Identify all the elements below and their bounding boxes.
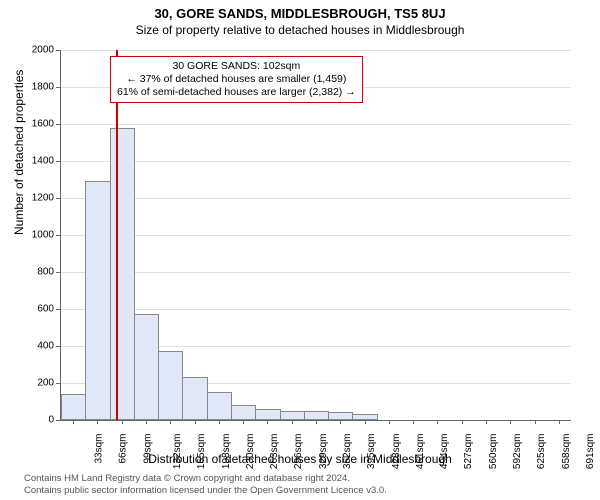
xtick-mark: [340, 420, 341, 424]
bar: [110, 128, 135, 420]
ytick-mark: [56, 383, 60, 384]
xtick-mark: [559, 420, 560, 424]
gridline: [61, 161, 571, 162]
xtick-mark: [535, 420, 536, 424]
chart-title: 30, GORE SANDS, MIDDLESBROUGH, TS5 8UJ: [0, 0, 600, 21]
ytick-mark: [56, 161, 60, 162]
x-axis-label: Distribution of detached houses by size …: [0, 452, 600, 466]
xtick-mark: [365, 420, 366, 424]
ytick-label: 1600: [0, 119, 54, 130]
xtick-mark: [413, 420, 414, 424]
gridline: [61, 50, 571, 51]
bar: [85, 181, 110, 420]
xtick-mark: [437, 420, 438, 424]
y-axis-label: Number of detached properties: [12, 70, 26, 235]
ytick-label: 1000: [0, 230, 54, 241]
ytick-mark: [56, 309, 60, 310]
ytick-label: 1400: [0, 156, 54, 167]
xtick-mark: [486, 420, 487, 424]
bar: [304, 411, 329, 420]
ytick-label: 1200: [0, 193, 54, 204]
bar: [158, 351, 183, 420]
footer-line1: Contains HM Land Registry data © Crown c…: [24, 473, 387, 484]
ytick-mark: [56, 235, 60, 236]
chart-container: 30, GORE SANDS, MIDDLESBROUGH, TS5 8UJ S…: [0, 0, 600, 500]
xtick-mark: [267, 420, 268, 424]
property-marker-line: [116, 50, 118, 420]
bar: [231, 405, 256, 420]
gridline: [61, 198, 571, 199]
annotation-line1: 30 GORE SANDS: 102sqm: [117, 60, 356, 73]
gridline: [61, 124, 571, 125]
xtick-mark: [170, 420, 171, 424]
xtick-mark: [292, 420, 293, 424]
xtick-mark: [97, 420, 98, 424]
ytick-label: 1800: [0, 82, 54, 93]
xtick-mark: [462, 420, 463, 424]
xtick-mark: [219, 420, 220, 424]
ytick-mark: [56, 346, 60, 347]
footer-line2: Contains public sector information licen…: [24, 485, 387, 496]
ytick-label: 0: [0, 415, 54, 426]
annotation-line2: ← 37% of detached houses are smaller (1,…: [117, 73, 356, 86]
ytick-label: 400: [0, 341, 54, 352]
xtick-mark: [510, 420, 511, 424]
gridline: [61, 235, 571, 236]
xtick-mark: [73, 420, 74, 424]
ytick-mark: [56, 272, 60, 273]
xtick-mark: [389, 420, 390, 424]
bar: [61, 394, 86, 420]
gridline: [61, 272, 571, 273]
xtick-mark: [146, 420, 147, 424]
ytick-mark: [56, 50, 60, 51]
bar: [134, 314, 159, 420]
ytick-mark: [56, 198, 60, 199]
xtick-mark: [122, 420, 123, 424]
footer-attribution: Contains HM Land Registry data © Crown c…: [24, 473, 387, 496]
bar: [280, 411, 305, 420]
chart-subtitle: Size of property relative to detached ho…: [0, 21, 600, 37]
ytick-mark: [56, 420, 60, 421]
ytick-label: 2000: [0, 45, 54, 56]
bar: [182, 377, 207, 420]
ytick-mark: [56, 124, 60, 125]
ytick-label: 200: [0, 378, 54, 389]
annotation-line3: 61% of semi-detached houses are larger (…: [117, 86, 356, 99]
bar: [207, 392, 232, 420]
xtick-mark: [316, 420, 317, 424]
xtick-mark: [243, 420, 244, 424]
ytick-label: 800: [0, 267, 54, 278]
xtick-mark: [195, 420, 196, 424]
annotation-box: 30 GORE SANDS: 102sqm ← 37% of detached …: [110, 56, 363, 103]
plot-area: [60, 50, 571, 421]
ytick-label: 600: [0, 304, 54, 315]
bar: [255, 409, 280, 420]
gridline: [61, 309, 571, 310]
ytick-mark: [56, 87, 60, 88]
bar: [328, 412, 353, 420]
